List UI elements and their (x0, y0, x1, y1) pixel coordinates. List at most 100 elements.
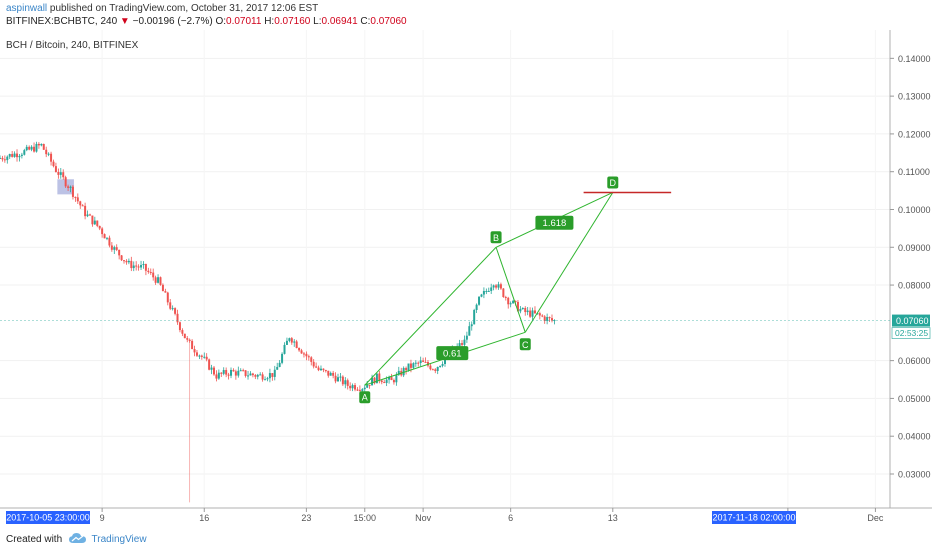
candle-body (28, 146, 31, 150)
candle-body (395, 374, 398, 383)
candle-body (327, 370, 330, 376)
candle-body (249, 373, 252, 376)
price-chart[interactable]: A B C D 0.61 1.618 0.14000 0.13000 0.12000 0.110… (0, 30, 932, 526)
candle-body (203, 356, 206, 358)
y-tick-label: 0.09000 (898, 243, 931, 253)
candle-body (191, 340, 194, 350)
candle-body (30, 146, 33, 150)
candle-body (317, 367, 320, 371)
candle-body (346, 380, 349, 386)
candle-body (266, 378, 269, 380)
candle-body (426, 362, 429, 366)
candle-body (230, 369, 233, 376)
candle-body (463, 339, 466, 345)
candle-body (93, 220, 96, 225)
tradingview-cloud-icon (68, 533, 86, 543)
candle-body (409, 363, 412, 368)
candle-body (105, 237, 108, 239)
candle-body (210, 367, 213, 370)
candle-body (67, 186, 70, 188)
candle-body (37, 143, 40, 146)
candle-body (417, 362, 420, 364)
abcd-pattern[interactable]: A B C D 0.61 1.618 (359, 176, 672, 404)
candle-body (74, 196, 77, 198)
close-label: C: (360, 16, 371, 27)
pattern-point-b: B (490, 231, 502, 244)
candle-body (341, 376, 344, 385)
candle-body (11, 154, 14, 157)
candle-body (349, 385, 352, 389)
candle-body (439, 365, 442, 368)
publish-info: aspinwall published on TradingView.com, … (6, 3, 318, 14)
candle-body (101, 228, 104, 235)
ratio-label-box (436, 346, 469, 361)
candle-body (424, 361, 427, 363)
y-tick-label: 0.04000 (898, 432, 931, 442)
candle-body (378, 373, 381, 381)
candle-body (305, 353, 308, 357)
countdown-box (891, 327, 931, 339)
point-label: D (610, 178, 617, 188)
candle-body (276, 366, 279, 370)
candle-body (550, 318, 553, 321)
candle-body (181, 330, 184, 334)
pattern-point-c: C (519, 338, 531, 351)
candle-body (232, 369, 235, 372)
point-label-box (607, 176, 619, 189)
candle-body (264, 379, 267, 381)
candle-body (429, 365, 432, 370)
low-value: 0.06941 (321, 16, 358, 27)
candle-body (485, 290, 488, 292)
candles (0, 141, 556, 503)
candle-body (283, 344, 286, 354)
candle-body (81, 205, 84, 207)
x-tick-label: 6 (508, 513, 513, 523)
candle-body (473, 310, 476, 325)
candle-body (495, 285, 498, 288)
candle-body (86, 214, 89, 217)
candle-body (461, 343, 464, 345)
candle-body (390, 377, 393, 381)
tradingview-brand[interactable]: TradingView (91, 534, 147, 545)
point-label-box (359, 391, 371, 404)
close-value: 0.07060 (370, 16, 407, 27)
candle-body (373, 377, 376, 384)
candle-body (419, 360, 422, 363)
candle-body (20, 154, 23, 156)
candle-body (380, 380, 383, 383)
candle-body (361, 389, 364, 391)
candle-body (514, 300, 517, 302)
last-price-box (892, 314, 930, 327)
candle-body (35, 143, 38, 152)
candle-body (548, 317, 551, 319)
candle-body (76, 197, 79, 202)
candle-body (103, 234, 106, 239)
author-link[interactable]: aspinwall (6, 3, 48, 14)
candle-body (392, 380, 395, 383)
candle-body (368, 384, 371, 386)
candle-body (135, 265, 138, 267)
candle-body (42, 143, 45, 150)
candle-body (251, 373, 254, 376)
candle-body (217, 372, 220, 379)
y-tick-label: 0.14000 (898, 54, 931, 64)
candle-body (244, 370, 247, 376)
candle-body (242, 370, 245, 372)
candle-body (531, 310, 534, 317)
candle-body (227, 374, 230, 376)
candle-body (281, 353, 284, 363)
candle-body (54, 166, 57, 172)
candle-body (499, 284, 502, 289)
candle-body (159, 277, 162, 285)
chart-frame[interactable]: A B C D 0.61 1.618 0.14000 0.13000 0.12000 0.110… (0, 30, 932, 526)
y-tick-label: 0.08000 (898, 281, 931, 291)
candle-body (195, 352, 198, 356)
y-tick-label: 0.13000 (898, 92, 931, 102)
candle-body (339, 376, 342, 378)
pattern-point-d: D (607, 176, 619, 189)
candle-body (431, 369, 434, 371)
open-label: O: (215, 16, 227, 27)
candle-body (363, 387, 366, 390)
symbol-ohlc-line: BITFINEX:BCHBTC, 240 ▼ −0.00196 (−2.7%) … (6, 16, 407, 27)
low-label: L: (313, 16, 322, 27)
